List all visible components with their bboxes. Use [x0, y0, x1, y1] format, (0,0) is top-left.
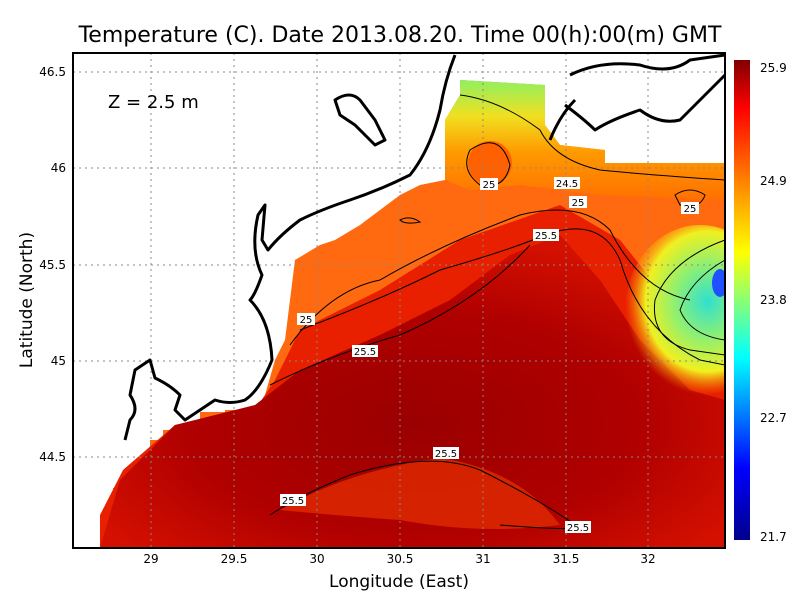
x-tick-label: 31.5	[553, 552, 580, 566]
depth-label: Z = 2.5 m	[108, 92, 199, 113]
grid-lines	[73, 53, 725, 548]
south-warm-patch	[280, 458, 560, 529]
colorbar-gradient	[734, 60, 750, 540]
y-tick-label: 46	[51, 161, 66, 175]
contour-labels: 25 24.5 25 25 25.5 25 25.5 25.5 25.5 25.…	[280, 177, 699, 534]
contour-label: 25.5	[567, 523, 589, 534]
y-tick-label: 44.5	[39, 450, 66, 464]
east-cold-core	[712, 269, 725, 297]
x-tick-label: 30	[309, 552, 324, 566]
contour-label: 25	[483, 180, 496, 191]
colorbar-tick-label: 24.9	[760, 174, 787, 188]
y-tick-label: 45	[51, 354, 66, 368]
plot-frame	[72, 52, 726, 549]
x-axis: 29 29.5 30 30.5 31 31.5 32	[143, 552, 655, 566]
chart-title: Temperature (C). Date 2013.08.20. Time 0…	[78, 23, 722, 48]
coastline	[123, 53, 727, 441]
contour-label: 25	[572, 198, 585, 209]
east-cold-patch	[625, 225, 725, 395]
contour-label: 25.5	[282, 496, 304, 507]
x-tick-label: 29.5	[221, 552, 248, 566]
x-tick-label: 32	[640, 552, 655, 566]
y-tick-label: 46.5	[39, 65, 66, 79]
y-tick-label: 45.5	[39, 258, 66, 272]
x-tick-label: 29	[143, 552, 158, 566]
contour-lines	[269, 94, 726, 530]
y-axis-label: Latitude (North)	[17, 232, 37, 368]
contour-label: 24.5	[556, 179, 578, 190]
contour-label: 25.5	[535, 231, 557, 242]
colorbar-tick-label: 23.8	[760, 293, 787, 307]
contour-label: 25	[300, 315, 313, 326]
x-tick-label: 31	[475, 552, 490, 566]
sea-field-core	[100, 235, 725, 548]
x-tick-label: 30.5	[387, 552, 414, 566]
north-gradient	[445, 80, 725, 200]
colorbar-tick-label: 22.7	[760, 411, 787, 425]
colorbar: 25.9 24.9 23.8 22.7 21.7	[734, 60, 787, 544]
colorbar-tick-label: 25.9	[760, 61, 787, 75]
north-warm-eddy	[468, 141, 512, 185]
contour-label: 25.5	[354, 347, 376, 358]
y-axis: 44.5 45 45.5 46 46.5	[39, 65, 66, 464]
x-axis-label: Longitude (East)	[329, 572, 469, 592]
contour-label: 25.5	[435, 449, 457, 460]
contour-label: 25	[684, 204, 697, 215]
temperature-field	[100, 80, 725, 548]
colorbar-tick-label: 21.7	[760, 530, 787, 544]
